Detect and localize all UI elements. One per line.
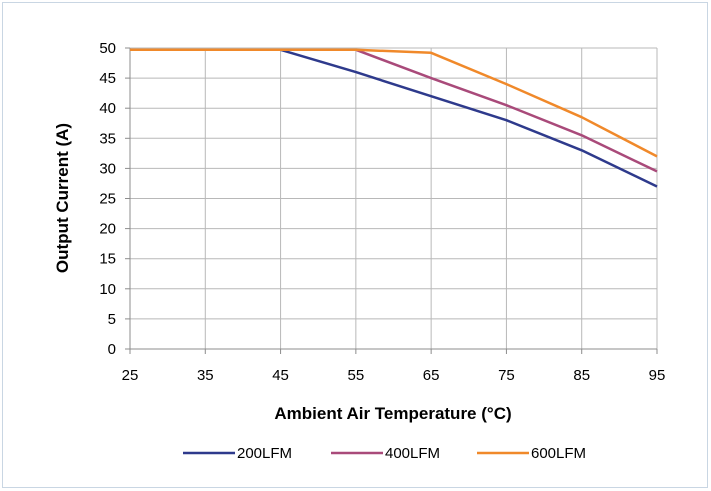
grid-lines bbox=[125, 47, 658, 354]
y-tick-label: 0 bbox=[108, 341, 116, 358]
x-tick-label: 75 bbox=[498, 367, 515, 384]
x-axis-title: Ambient Air Temperature (°C) bbox=[274, 404, 511, 423]
y-tick-label: 45 bbox=[99, 70, 116, 87]
legend-label-200lfm: 200LFM bbox=[237, 445, 292, 462]
series-lines bbox=[130, 48, 658, 188]
y-tick-label: 35 bbox=[99, 130, 116, 147]
x-tick-label: 25 bbox=[122, 367, 139, 384]
y-tick-label: 50 bbox=[99, 40, 116, 57]
y-tick-label: 20 bbox=[99, 221, 116, 238]
legend-label-600lfm: 600LFM bbox=[531, 445, 586, 462]
x-tick-label: 35 bbox=[197, 367, 214, 384]
y-tick-label: 5 bbox=[108, 311, 116, 328]
x-tick-label: 55 bbox=[348, 367, 365, 384]
series-line-400lfm bbox=[130, 48, 658, 173]
y-tick-label: 10 bbox=[99, 281, 116, 298]
y-axis-title: Output Current (A) bbox=[53, 123, 72, 273]
y-tick-label: 25 bbox=[99, 191, 116, 208]
y-tick-label: 40 bbox=[99, 100, 116, 117]
legend-label-400lfm: 400LFM bbox=[385, 445, 440, 462]
series-line-200lfm bbox=[130, 48, 658, 188]
y-tick-label: 15 bbox=[99, 251, 116, 268]
x-tick-label: 45 bbox=[272, 367, 289, 384]
y-tick-label: 30 bbox=[99, 160, 116, 177]
legend: 200LFM 400LFM 600LFM bbox=[183, 445, 586, 462]
tick-labels: 0 5 10 15 20 25 30 35 40 45 50 25 35 45 55 65 75 85 95 bbox=[99, 40, 665, 384]
x-tick-label: 85 bbox=[573, 367, 590, 384]
x-tick-label: 65 bbox=[423, 367, 440, 384]
series-line-600lfm bbox=[130, 48, 658, 158]
x-tick-label: 95 bbox=[649, 367, 666, 384]
